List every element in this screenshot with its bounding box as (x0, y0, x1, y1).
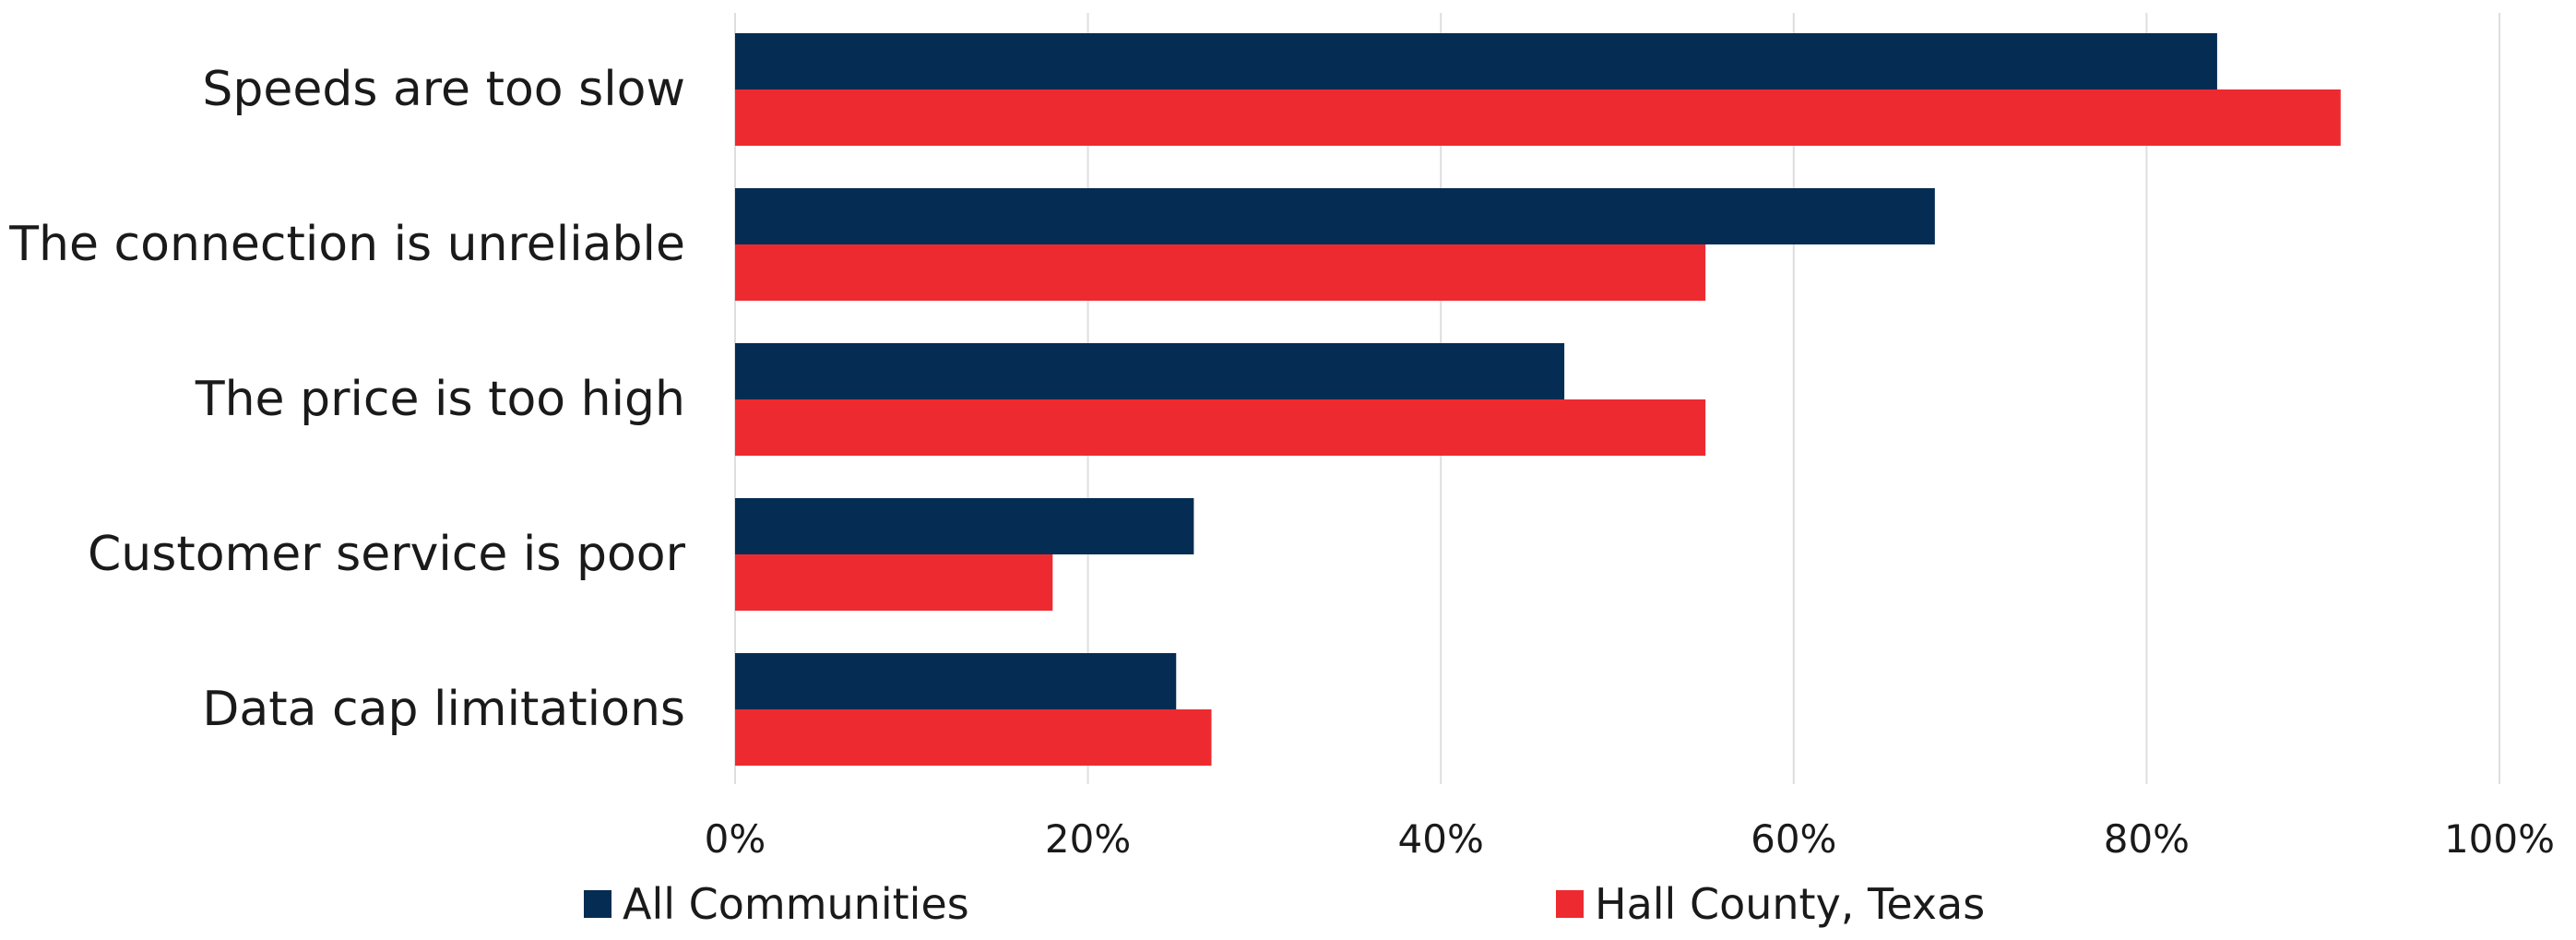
bar-series-0-category-4 (735, 653, 1177, 709)
x-tick-label-0: 0% (705, 816, 766, 862)
bar-series-0-category-3 (735, 498, 1194, 554)
bar-series-1-category-2 (735, 399, 1706, 456)
x-tick-label-4: 80% (2104, 816, 2190, 862)
legend-label-0: All Communities (623, 879, 969, 929)
bar-series-1-category-3 (735, 554, 1053, 611)
x-tick-label-3: 60% (1751, 816, 1836, 862)
x-tick-label-2: 40% (1398, 816, 1484, 862)
x-axis-tick-labels: 0% 20% 40% 60% 80% 100% (705, 816, 2555, 862)
x-tick-label-5: 100% (2444, 816, 2555, 862)
x-tick-label-1: 20% (1045, 816, 1131, 862)
legend-swatch-1 (1556, 890, 1584, 918)
bar-series-1-category-4 (735, 709, 1212, 766)
legend-label-1: Hall County, Texas (1595, 879, 1985, 929)
bar-series-1-category-1 (735, 244, 1706, 301)
category-label-2: The price is too high (195, 372, 685, 427)
category-label-1: The connection is unreliable (8, 217, 685, 272)
legend-swatch-0 (584, 890, 611, 918)
category-labels: Speeds are too slow The connection is unr… (8, 62, 685, 737)
category-label-4: Data cap limitations (202, 682, 685, 737)
bar-series-1-category-0 (735, 89, 2341, 146)
bars (735, 33, 2341, 766)
bar-series-0-category-2 (735, 343, 1565, 399)
legend: All Communities Hall County, Texas (584, 879, 1985, 929)
bar-series-0-category-1 (735, 188, 1935, 244)
category-label-3: Customer service is poor (88, 527, 686, 582)
category-label-0: Speeds are too slow (202, 62, 685, 117)
bar-series-0-category-0 (735, 33, 2217, 89)
